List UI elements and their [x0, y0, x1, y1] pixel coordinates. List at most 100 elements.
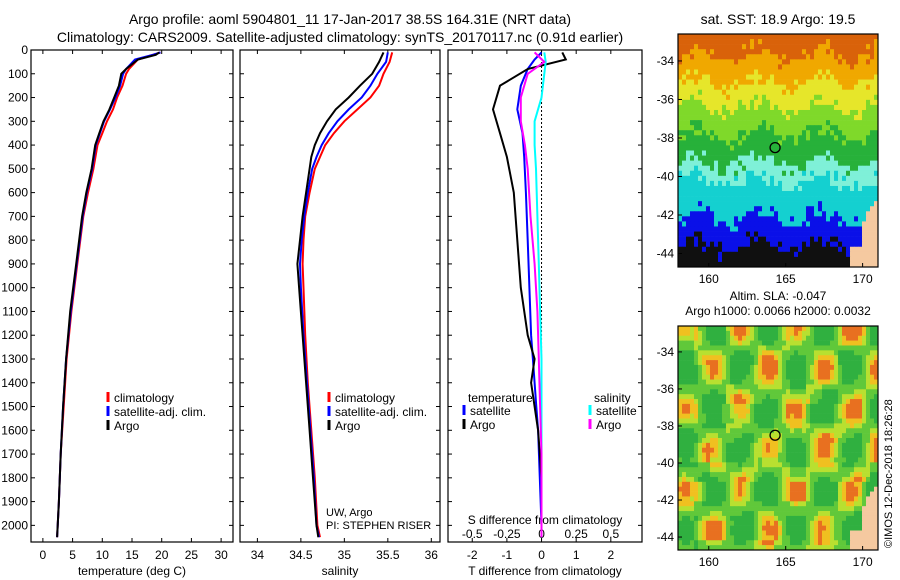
map-cell: [826, 462, 831, 468]
map-cell: [774, 360, 779, 366]
map-cell: [802, 59, 807, 65]
map-cell: [774, 515, 779, 522]
map-cell: [690, 150, 695, 156]
map-cell: [854, 170, 859, 177]
map-cell: [826, 545, 831, 551]
map-cell: [806, 355, 811, 361]
map-cell: [802, 261, 807, 268]
map-cell: [818, 496, 823, 502]
map-cell: [814, 506, 819, 512]
map-cell: [742, 246, 747, 253]
map-cell: [862, 241, 867, 248]
map-cell: [758, 69, 763, 75]
map-cell: [770, 399, 775, 405]
map-cell: [754, 491, 759, 497]
map-cell: [810, 39, 815, 45]
map-cell: [694, 125, 699, 131]
map-cell: [690, 191, 695, 197]
map-cell: [802, 165, 807, 172]
map-cell: [754, 369, 759, 375]
map-cell: [862, 155, 867, 161]
map-cell: [726, 185, 731, 192]
map-cell: [862, 379, 867, 385]
map-cell: [690, 104, 695, 111]
map-cell: [762, 125, 767, 131]
map-cell: [790, 433, 795, 439]
map-cell: [866, 472, 871, 478]
map-cell: [810, 379, 815, 385]
map-cell: [850, 467, 855, 473]
map-cell: [738, 206, 743, 212]
map-cell: [838, 261, 843, 268]
map-cell: [730, 155, 735, 161]
map-cell: [706, 246, 711, 253]
map-cell: [730, 355, 735, 361]
map-cell: [714, 211, 719, 217]
map-cell: [806, 104, 811, 111]
map-cell: [750, 525, 755, 531]
map-cell: [778, 511, 783, 517]
map-cell: [682, 452, 687, 458]
map-cell: [818, 216, 823, 222]
map-cell: [870, 145, 875, 151]
map-cell: [758, 345, 763, 351]
map-cell: [818, 180, 823, 187]
map-cell: [686, 403, 691, 410]
map-cell: [850, 481, 855, 487]
map-cell: [694, 374, 699, 380]
map-cell: [834, 109, 839, 116]
map-cell: [838, 79, 843, 85]
map-cell: [786, 452, 791, 458]
lon-tick-label: 170: [853, 555, 873, 569]
map-cell: [710, 216, 715, 222]
map-cell: [710, 442, 715, 449]
map-cell: [858, 506, 863, 512]
map-cell: [726, 433, 731, 439]
map-cell: [750, 115, 755, 121]
map-cell: [830, 535, 835, 541]
map-cell: [710, 462, 715, 468]
map-cell: [690, 201, 695, 207]
map-cell: [822, 428, 827, 434]
map-cell: [718, 140, 723, 146]
map-cell: [758, 540, 763, 546]
map-cell: [762, 191, 767, 197]
map-cell: [770, 196, 775, 202]
map-cell: [690, 355, 695, 361]
map-cell: [738, 226, 743, 232]
map-cell: [846, 39, 851, 45]
map-cell: [762, 355, 767, 361]
map-cell: [834, 236, 839, 242]
map-cell: [722, 355, 727, 361]
map-cell: [858, 360, 863, 366]
map-cell: [834, 340, 839, 346]
map-cell: [834, 384, 839, 390]
map-cell: [810, 384, 815, 390]
map-cell: [686, 216, 691, 222]
map-cell: [710, 360, 715, 366]
map-cell: [834, 211, 839, 217]
map-cell: [682, 408, 687, 414]
map-cell: [854, 39, 859, 45]
map-cell: [750, 170, 755, 177]
map-cell: [718, 394, 723, 400]
map-cell: [770, 150, 775, 156]
map-cell: [754, 467, 759, 473]
map-cell: [822, 125, 827, 131]
map-cell: [730, 120, 735, 126]
map-cell: [806, 170, 811, 177]
map-cell: [758, 374, 763, 380]
map-cell: [718, 125, 723, 131]
map-cell: [790, 191, 795, 197]
map-cell: [854, 150, 859, 156]
map-cell: [810, 104, 815, 111]
map-cell: [866, 211, 871, 217]
map-cell: [818, 452, 823, 458]
map-cell: [746, 403, 751, 410]
map-cell: [818, 389, 823, 395]
map-cell: [866, 369, 871, 375]
map-cell: [778, 491, 783, 497]
map-cell: [754, 74, 759, 80]
map-cell: [758, 135, 763, 141]
map-cell: [838, 115, 843, 121]
